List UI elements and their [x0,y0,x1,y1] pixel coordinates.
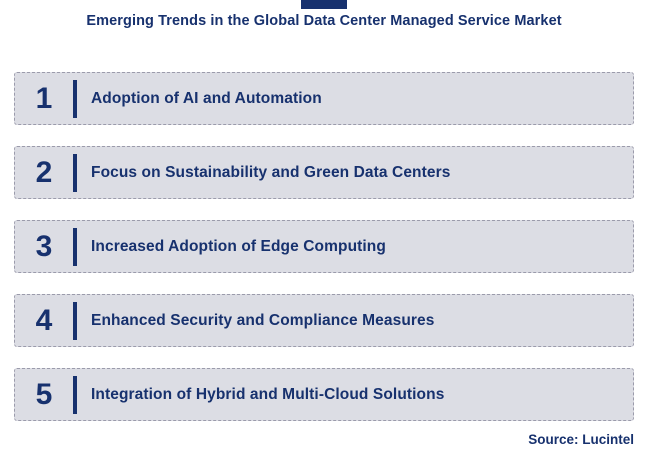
trend-number: 5 [35,377,53,411]
trend-number: 3 [35,229,53,263]
trend-row-4: 4 Enhanced Security and Compliance Measu… [14,294,634,347]
divider-bar [73,227,77,266]
divider-bar [73,375,77,414]
trend-label: Integration of Hybrid and Multi-Cloud So… [91,385,445,403]
trend-list: 1 Adoption of AI and Automation 2 Focus … [14,72,634,421]
trend-row-3: 3 Increased Adoption of Edge Computing [14,220,634,273]
trend-row-5: 5 Integration of Hybrid and Multi-Cloud … [14,368,634,421]
trend-row-2: 2 Focus on Sustainability and Green Data… [14,146,634,199]
trend-label: Enhanced Security and Compliance Measure… [91,311,435,329]
page-title: Emerging Trends in the Global Data Cente… [86,13,562,29]
source-attribution: Source: Lucintel [528,432,634,447]
divider-bar [73,301,77,340]
trend-number: 4 [35,303,53,337]
trend-number: 1 [35,81,53,115]
divider-bar [73,153,77,192]
trend-row-1: 1 Adoption of AI and Automation [14,72,634,125]
trend-number: 2 [35,155,53,189]
trend-label: Focus on Sustainability and Green Data C… [91,163,451,181]
trend-label: Increased Adoption of Edge Computing [91,237,386,255]
top-accent-bar [301,0,347,9]
divider-bar [73,79,77,118]
trend-label: Adoption of AI and Automation [91,89,322,107]
